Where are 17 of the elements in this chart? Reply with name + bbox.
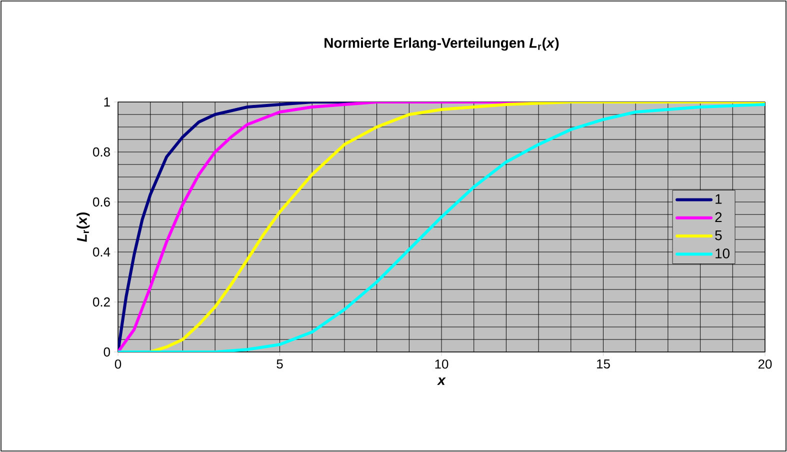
- y-tick-label: 0.4: [93, 247, 110, 257]
- y-tick-label: 0.8: [93, 147, 110, 157]
- y-tick-label: 0: [104, 347, 110, 357]
- x-tick-label: 20: [758, 359, 772, 369]
- chart-title: Normierte Erlang-Verteilungen L$_{r}$(x): [324, 38, 559, 51]
- legend-label: 5: [715, 230, 722, 240]
- y-tick-label: 0.2: [93, 297, 110, 307]
- x-tick-label: 0: [114, 359, 122, 369]
- x-axis-title: x: [437, 377, 446, 385]
- legend-label: 10: [716, 248, 730, 258]
- y-tick-label: 0.6: [93, 197, 110, 207]
- legend-label: 1: [716, 194, 722, 204]
- y-tick-label: 1: [104, 98, 110, 106]
- x-tick-label: 5: [276, 359, 283, 369]
- x-tick-label: 10: [435, 359, 448, 369]
- x-tick-label: 15: [597, 359, 610, 369]
- legend-label: 2: [715, 212, 722, 222]
